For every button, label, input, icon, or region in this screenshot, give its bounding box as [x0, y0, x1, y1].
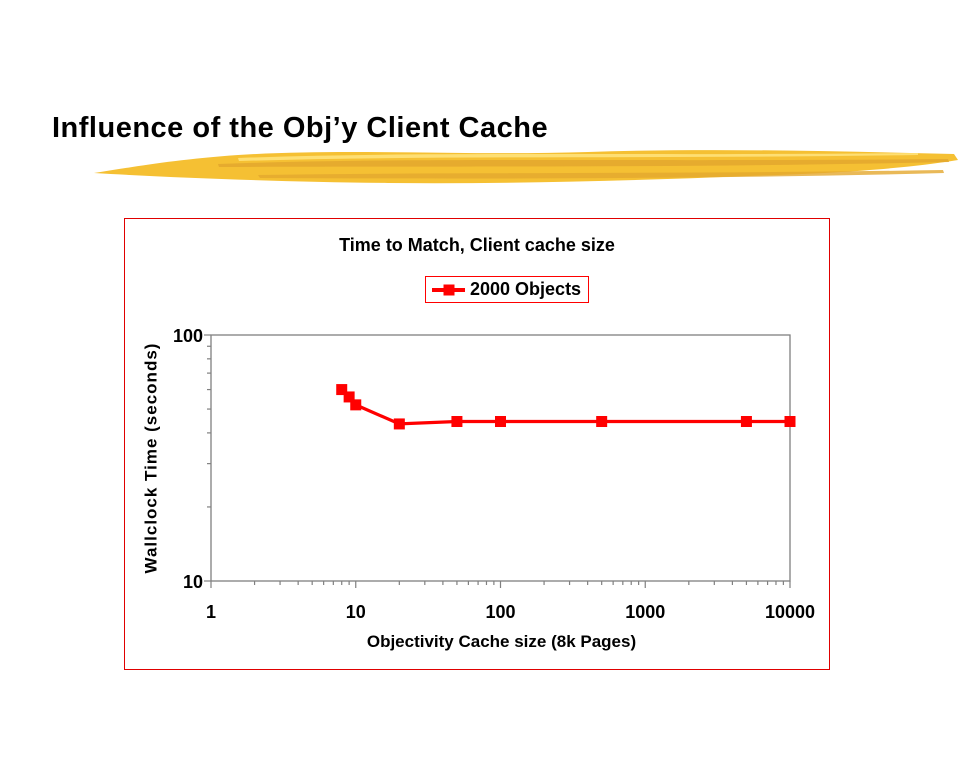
svg-text:1000: 1000	[625, 602, 665, 622]
y-axis-title-wrap: Wallclock Time (seconds)	[125, 335, 177, 581]
y-axis-title: Wallclock Time (seconds)	[141, 342, 160, 574]
svg-text:100: 100	[485, 602, 515, 622]
x-axis-title: Objectivity Cache size (8k Pages)	[366, 632, 637, 651]
legend-square-marker-icon	[443, 284, 454, 295]
legend-series-line	[432, 284, 465, 295]
slide-title: Influence of the Obj’y Client Cache	[52, 112, 549, 144]
svg-text:100: 100	[173, 326, 203, 346]
svg-text:10: 10	[183, 572, 203, 592]
chart-frame: Time to Match, Client cache size 2000 Ob…	[124, 218, 830, 670]
svg-text:1: 1	[206, 602, 216, 622]
brush-stroke-underline	[94, 150, 958, 184]
legend: 2000 Objects	[425, 276, 590, 303]
chart-title: Time to Match, Client cache size	[339, 235, 615, 255]
legend-label: 2000 Objects	[470, 279, 582, 299]
svg-text:10000: 10000	[765, 602, 815, 622]
svg-text:10: 10	[346, 602, 366, 622]
